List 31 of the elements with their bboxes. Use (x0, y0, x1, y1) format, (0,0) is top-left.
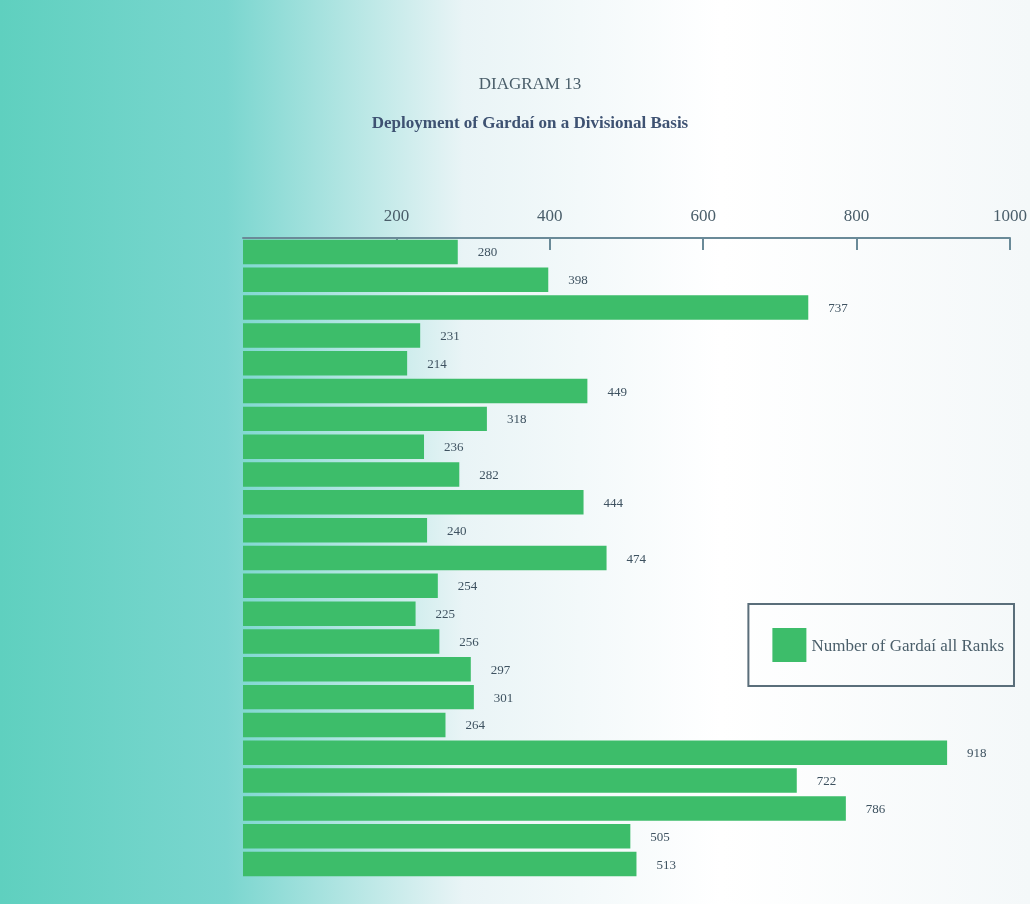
data-label: 318 (506, 411, 527, 427)
x-tick-label: 600 (690, 206, 716, 225)
data-label: 254 (457, 578, 478, 594)
data-label: 282 (479, 467, 499, 483)
data-label: 444 (603, 494, 624, 510)
data-label: 264 (465, 717, 486, 733)
data-label: 786 (865, 800, 886, 816)
data-label: 722 (816, 773, 837, 789)
data-label: 225 (435, 606, 456, 622)
data-label: 918 (967, 745, 987, 761)
data-label: 737 (828, 300, 849, 316)
x-tick-label: 400 (537, 206, 563, 225)
legend-label: Number of Gardaí all Ranks (811, 635, 1005, 655)
data-label: 256 (459, 633, 480, 649)
data-label: 280 (477, 244, 498, 260)
data-label: 236 (444, 439, 465, 455)
x-tick-label: 1000 (993, 206, 1027, 225)
chart-title: DIAGRAM 13 (478, 74, 582, 93)
data-label: 505 (650, 828, 670, 844)
data-label: 398 (568, 272, 588, 288)
data-label: 449 (607, 383, 627, 399)
data-label: 301 (493, 689, 514, 705)
x-tick-label: 800 (843, 206, 870, 225)
data-label: 513 (656, 856, 676, 872)
data-label: 297 (490, 661, 511, 677)
data-label: 214 (427, 355, 448, 371)
data-label: 240 (447, 522, 467, 538)
x-tick-label: 200 (383, 206, 410, 225)
data-label: 231 (440, 327, 460, 343)
data-label: 474 (626, 550, 647, 566)
chart-subtitle: Deployment of Gardaí on a Divisional Basis (371, 113, 689, 132)
